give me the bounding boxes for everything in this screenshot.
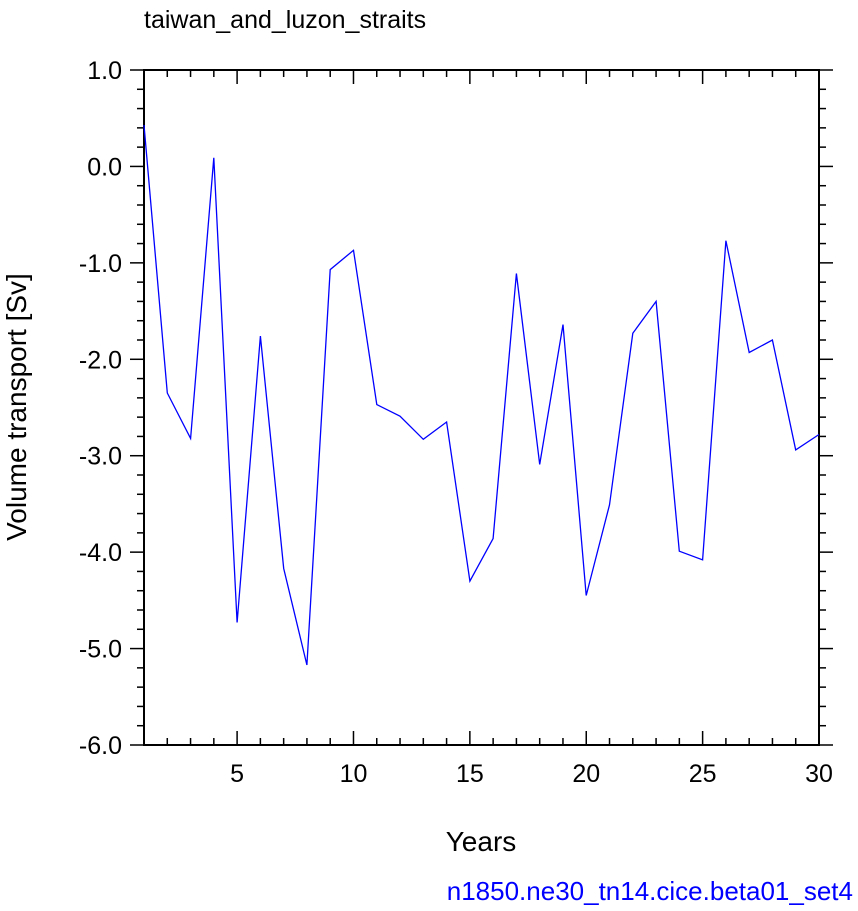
plot-frame [143,69,820,746]
x-tick-label: 15 [456,760,484,788]
y-tick-label: -1.0 [79,250,122,278]
y-tick-label: 0.0 [87,153,122,181]
y-tick-label: -3.0 [79,443,122,471]
y-tick-label: -2.0 [79,346,122,374]
x-tick-label: 25 [689,760,717,788]
x-tick-label: 5 [230,760,244,788]
y-tick-label: 1.0 [87,57,122,85]
caption: n1850.ne30_tn14.cice.beta01_set4 [447,876,853,906]
x-tick-label: 20 [572,760,600,788]
x-tick-label: 10 [340,760,368,788]
plot-area: 5 10 15 20 25 30 -6.0 -5.0 -4.0 -3.0 -2.0 -1.0 0.0 1… [79,57,833,788]
y-axis-label: Volume transport [Sv] [1,273,32,541]
y-tick-label: -6.0 [79,732,122,760]
series-line [143,124,820,666]
y-tick-label: -4.0 [79,539,122,567]
x-axis-label: Years [446,826,517,857]
x-tick-labels: 5 10 15 20 25 30 [230,760,833,788]
axis-ticks [130,69,833,746]
y-tick-label: -5.0 [79,636,122,664]
chart-title: taiwan_and_luzon_straits [144,6,426,34]
x-tick-label: 30 [805,760,833,788]
y-tick-labels: -6.0 -5.0 -4.0 -3.0 -2.0 -1.0 0.0 1.0 [79,57,122,760]
